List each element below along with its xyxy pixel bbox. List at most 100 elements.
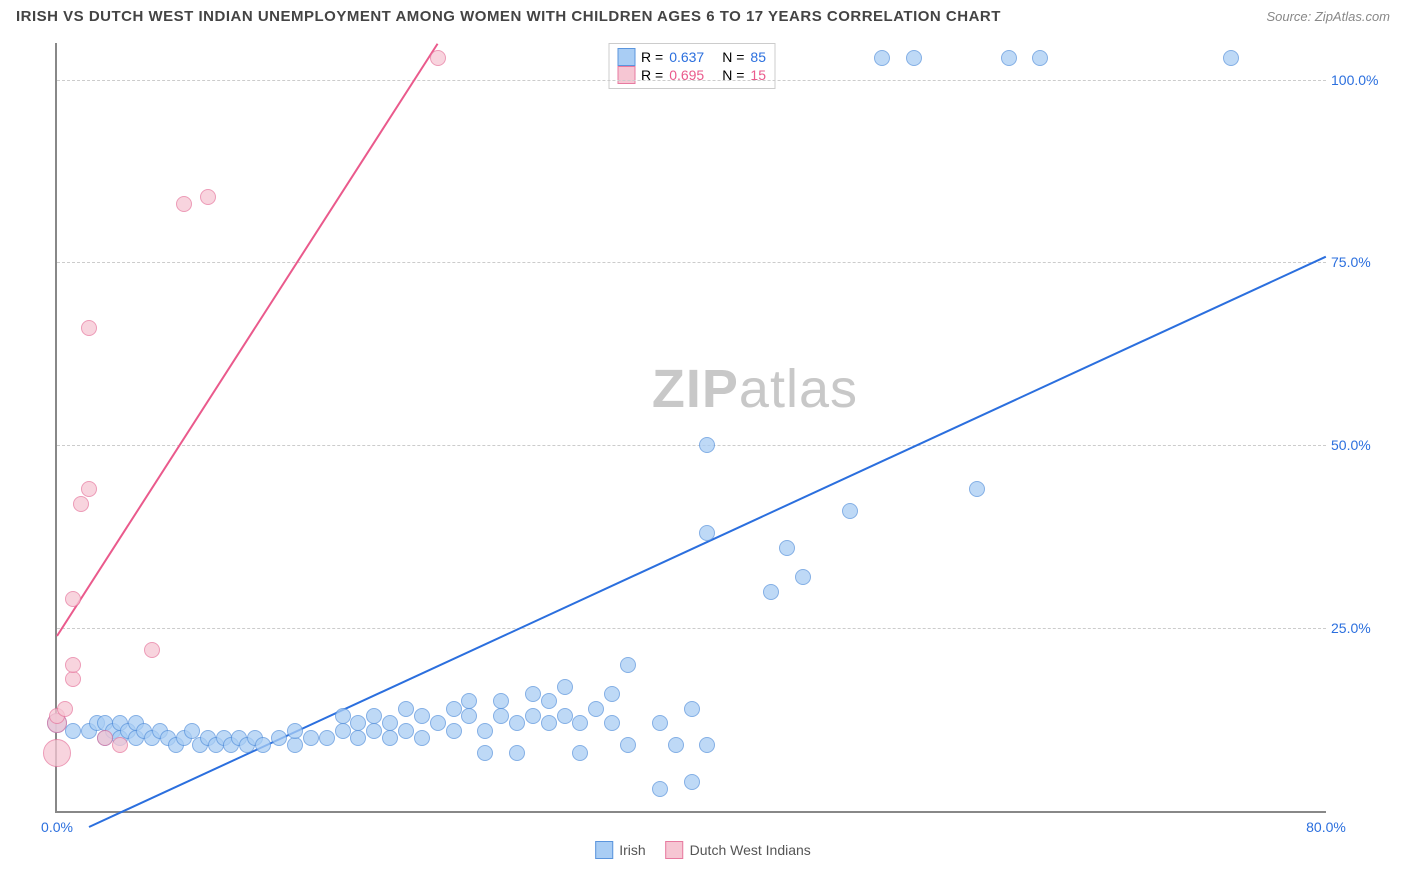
data-point (557, 679, 573, 695)
y-tick-label: 50.0% (1331, 437, 1391, 453)
data-point (557, 708, 573, 724)
legend-stat-row: R = 0.637N = 85 (617, 48, 766, 66)
data-point (366, 723, 382, 739)
data-point (620, 657, 636, 673)
data-point (97, 730, 113, 746)
data-point (763, 584, 779, 600)
gridline (57, 445, 1326, 446)
data-point (200, 189, 216, 205)
data-point (184, 723, 200, 739)
data-point (414, 708, 430, 724)
data-point (525, 686, 541, 702)
legend-r-label: R = (641, 49, 663, 65)
y-tick-label: 75.0% (1331, 254, 1391, 270)
x-tick-label: 80.0% (1306, 819, 1346, 835)
data-point (1032, 50, 1048, 66)
data-point (652, 781, 668, 797)
watermark: ZIPatlas (652, 358, 858, 420)
data-point (65, 723, 81, 739)
gridline (57, 262, 1326, 263)
data-point (620, 737, 636, 753)
legend-label: Irish (619, 842, 645, 858)
data-point (461, 708, 477, 724)
chart-title: IRISH VS DUTCH WEST INDIAN UNEMPLOYMENT … (16, 8, 1001, 25)
data-point (319, 730, 335, 746)
data-point (795, 569, 811, 585)
y-tick-label: 25.0% (1331, 620, 1391, 636)
data-point (572, 745, 588, 761)
legend-swatch (666, 841, 684, 859)
data-point (699, 737, 715, 753)
data-point (414, 730, 430, 746)
gridline (57, 628, 1326, 629)
data-point (112, 737, 128, 753)
legend-n-label: N = (722, 67, 744, 83)
data-point (176, 196, 192, 212)
data-point (335, 708, 351, 724)
chart-area: Unemployment Among Women with Children A… (0, 33, 1406, 863)
data-point (430, 715, 446, 731)
data-point (541, 693, 557, 709)
data-point (57, 701, 73, 717)
legend-item: Dutch West Indians (666, 841, 811, 859)
data-point (144, 642, 160, 658)
data-point (65, 657, 81, 673)
data-point (588, 701, 604, 717)
data-point (572, 715, 588, 731)
data-point (382, 730, 398, 746)
data-point (906, 50, 922, 66)
legend-swatch (617, 48, 635, 66)
data-point (65, 591, 81, 607)
data-point (684, 774, 700, 790)
data-point (604, 686, 620, 702)
data-point (73, 496, 89, 512)
y-tick-label: 100.0% (1331, 72, 1391, 88)
data-point (684, 701, 700, 717)
data-point (446, 723, 462, 739)
data-point (604, 715, 620, 731)
data-point (1223, 50, 1239, 66)
source-label: Source: ZipAtlas.com (1266, 9, 1390, 24)
data-point (398, 723, 414, 739)
data-point (541, 715, 557, 731)
data-point (779, 540, 795, 556)
data-point (874, 50, 890, 66)
data-point (81, 481, 97, 497)
data-point (430, 50, 446, 66)
data-point (303, 730, 319, 746)
plot-region: ZIPatlas R = 0.637N = 85R = 0.695N = 15 … (55, 43, 1326, 813)
data-point (287, 737, 303, 753)
trend-line (56, 43, 438, 637)
data-point (43, 739, 71, 767)
data-point (255, 737, 271, 753)
data-point (350, 715, 366, 731)
data-point (477, 723, 493, 739)
data-point (668, 737, 684, 753)
legend-r-label: R = (641, 67, 663, 83)
data-point (335, 723, 351, 739)
data-point (1001, 50, 1017, 66)
data-point (350, 730, 366, 746)
data-point (461, 693, 477, 709)
data-point (699, 525, 715, 541)
data-point (509, 715, 525, 731)
legend-n-value: 15 (750, 67, 766, 83)
data-point (65, 671, 81, 687)
data-point (652, 715, 668, 731)
legend-swatch (595, 841, 613, 859)
data-point (366, 708, 382, 724)
data-point (969, 481, 985, 497)
data-point (493, 708, 509, 724)
legend-r-value: 0.637 (669, 49, 704, 65)
data-point (509, 745, 525, 761)
legend-n-label: N = (722, 49, 744, 65)
chart-header: IRISH VS DUTCH WEST INDIAN UNEMPLOYMENT … (0, 0, 1406, 33)
legend-stats: R = 0.637N = 85R = 0.695N = 15 (608, 43, 775, 89)
data-point (446, 701, 462, 717)
data-point (271, 730, 287, 746)
x-tick-label: 0.0% (41, 819, 73, 835)
data-point (287, 723, 303, 739)
data-point (398, 701, 414, 717)
data-point (382, 715, 398, 731)
legend-r-value: 0.695 (669, 67, 704, 83)
